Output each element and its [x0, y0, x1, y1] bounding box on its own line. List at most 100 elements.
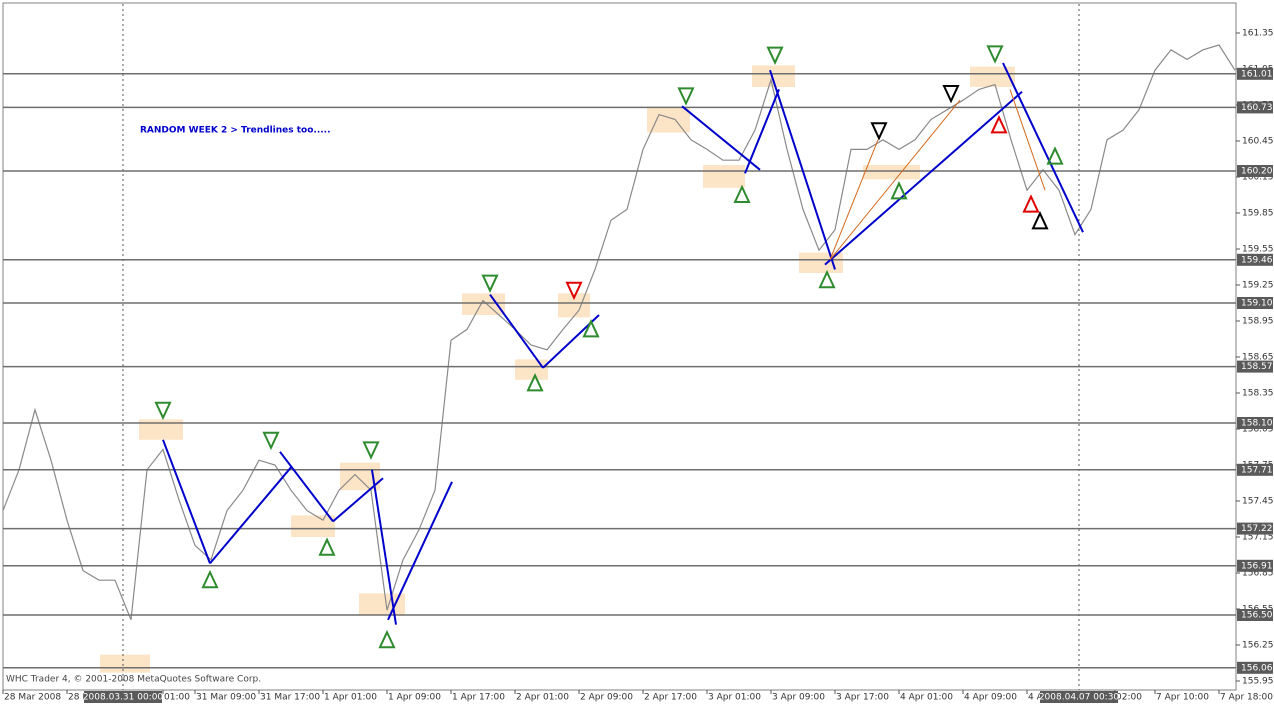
y-tick-label: 159.55	[1242, 245, 1274, 255]
signal-arrow	[986, 45, 1004, 64]
x-tick-label: 1 Apr 01:00	[324, 693, 377, 703]
trendline	[769, 69, 836, 270]
level-label: 160.20	[1241, 167, 1273, 177]
y-tick-label: 159.25	[1242, 281, 1274, 291]
y-tick-label: 160.45	[1242, 137, 1274, 147]
x-tick-label: 2 Apr 09:00	[580, 693, 633, 703]
y-tick-label: 157.15	[1242, 533, 1274, 543]
x-tick-label: 28 Mar 2008	[4, 693, 61, 703]
signal-arrow	[818, 269, 836, 289]
x-tick-label: 2 Apr 17:00	[644, 693, 697, 703]
signal-arrow	[362, 441, 380, 460]
signal-arrow	[201, 569, 219, 589]
zone	[703, 165, 745, 188]
level-label: 158.10	[1241, 419, 1273, 429]
x-tick-label: 3 Apr 01:00	[708, 693, 761, 703]
trendline	[829, 139, 879, 260]
level-label: 157.22	[1241, 524, 1273, 534]
x-tick-label: 3 Apr 09:00	[772, 693, 825, 703]
zone	[752, 65, 795, 87]
trendline	[681, 105, 761, 171]
signal-arrow	[990, 115, 1008, 134]
x-tick-label: 4 Apr 01:00	[900, 693, 953, 703]
signal-arrow	[890, 181, 908, 200]
trendline	[824, 91, 1023, 266]
cursor-label: 2008.03.31 00:00	[83, 693, 164, 703]
zone	[863, 165, 920, 180]
y-tick-label: 155.95	[1242, 677, 1274, 687]
y-tick-label: 158.95	[1242, 317, 1274, 327]
level-label: 158.57	[1241, 362, 1273, 372]
zone	[515, 359, 548, 380]
footer: WHC Trader 4, © 2001-2008 MetaQuotes Sof…	[6, 675, 261, 685]
signal-arrow	[154, 401, 172, 421]
zone	[462, 293, 505, 315]
signal-arrow	[318, 537, 336, 556]
level-label-box	[1237, 661, 1273, 674]
level-label: 159.10	[1241, 299, 1273, 309]
level-label-box	[1237, 522, 1273, 535]
level-label-box	[1237, 360, 1273, 373]
signal-arrow	[1022, 194, 1040, 213]
trendline	[209, 465, 293, 565]
zone	[970, 66, 1015, 87]
signal-arrow	[378, 629, 396, 649]
x-tick-label: 2 Apr 01:00	[516, 693, 569, 703]
x-tick-label: 7 Apr 10:00	[1156, 693, 1209, 703]
level-label: 156.91	[1241, 561, 1273, 571]
trendline	[387, 481, 453, 621]
level-label: 159.46	[1241, 255, 1273, 265]
x-tick-label: 4 Apr 09:00	[964, 693, 1017, 703]
x-tick-label: 1 Apr 09:00	[388, 693, 441, 703]
signal-arrow	[942, 85, 960, 104]
plot-layer: 155.95156.25156.55156.85157.15157.45157.…	[2, 4, 1274, 703]
cursor-label-box	[1040, 691, 1118, 703]
signal-arrow	[1046, 146, 1064, 165]
signal-arrow	[733, 184, 751, 203]
zone	[139, 419, 183, 440]
signal-arrow	[1031, 211, 1049, 230]
level-label-box	[1237, 559, 1273, 572]
signal-arrow	[565, 281, 583, 301]
signal-arrow	[677, 87, 695, 106]
trendline	[279, 451, 334, 523]
zone	[100, 654, 150, 673]
x-tick-label: 02:00	[1116, 693, 1142, 703]
level-label-box	[1237, 609, 1273, 621]
level-label-box	[1237, 417, 1273, 429]
signal-arrow	[526, 373, 544, 392]
level-label: 160.73	[1241, 103, 1273, 113]
trendline	[829, 99, 961, 261]
x-tick-label: 28 M	[68, 693, 90, 703]
y-tick-label: 158.35	[1242, 389, 1274, 399]
y-tick-label: 161.35	[1242, 29, 1274, 39]
level-label-box	[1237, 101, 1273, 114]
trendline	[489, 294, 544, 369]
level-label: 161.01	[1241, 69, 1273, 79]
signal-arrow	[582, 319, 600, 338]
level-label-box	[1237, 297, 1273, 309]
zone	[291, 515, 335, 537]
x-tick-label: 31 Mar 17:00	[260, 693, 320, 703]
y-tick-label: 159.85	[1242, 209, 1274, 219]
level-label: 156.50	[1241, 611, 1273, 621]
y-tick-label: 157.45	[1242, 497, 1274, 507]
annotation: RANDOM WEEK 2 > Trendlines too.....	[140, 126, 331, 136]
level-label-box	[1237, 165, 1273, 177]
level-label: 157.71	[1241, 465, 1273, 475]
cursor-label-box	[84, 691, 162, 703]
zone	[647, 107, 690, 133]
trendline	[162, 439, 211, 564]
signal-arrow	[481, 274, 499, 293]
y-tick-label: 156.85	[1242, 569, 1274, 579]
y-tick-label: 160.15	[1242, 173, 1274, 183]
trendline	[744, 89, 780, 174]
cursor-label: 2008.04.07 00:30	[1039, 693, 1120, 703]
y-tick-label: 158.05	[1242, 425, 1274, 435]
x-tick-label: 3 Apr 17:00	[836, 693, 889, 703]
level-label: 156.06	[1241, 663, 1273, 673]
x-tick-label: 01:00	[164, 693, 190, 703]
y-tick-label: 158.65	[1242, 353, 1274, 363]
x-tick-label: 31 Mar 09:00	[196, 693, 256, 703]
